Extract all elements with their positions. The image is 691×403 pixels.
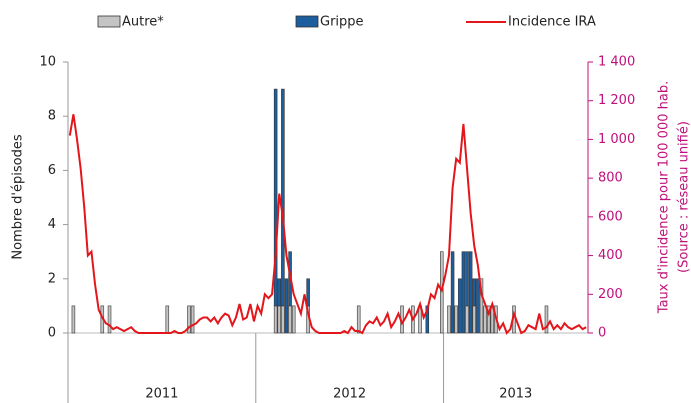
bar <box>472 278 477 307</box>
bar <box>472 305 477 334</box>
y2-tick-label: 800 <box>598 171 623 186</box>
bar <box>439 251 444 334</box>
bar <box>273 88 278 307</box>
bar <box>281 88 285 307</box>
legend-label: Incidence IRA <box>508 15 596 30</box>
year-label: 2011 <box>145 387 178 402</box>
y2-tick-label: 1 200 <box>598 93 635 108</box>
legend-swatch <box>97 15 121 28</box>
bar <box>356 305 361 334</box>
bar <box>288 305 292 334</box>
y-tick-label: 2 <box>48 271 56 286</box>
y2-axis-label: (Source : réseau unifié) <box>677 121 691 273</box>
legend-swatch <box>295 15 319 28</box>
bar <box>486 305 491 334</box>
bar <box>461 251 466 334</box>
bar <box>465 251 469 307</box>
bar <box>465 305 469 334</box>
bar <box>277 305 282 334</box>
bar <box>273 305 278 334</box>
bar <box>291 305 296 334</box>
bar <box>458 278 462 334</box>
y2-tick-label: 400 <box>598 248 623 263</box>
y2-tick-label: 0 <box>598 326 606 341</box>
bar <box>468 251 473 334</box>
y-tick-label: 4 <box>48 217 56 232</box>
bar <box>165 305 170 334</box>
bar <box>476 278 480 334</box>
line <box>68 114 587 335</box>
y2-tick-label: 200 <box>598 287 623 302</box>
bar <box>187 305 191 334</box>
y-tick-label: 6 <box>48 163 56 178</box>
bar <box>71 305 76 334</box>
bar <box>107 305 112 334</box>
bar <box>544 305 549 334</box>
y2-axis-label: Taux d'incidence pour 100 000 hab. <box>657 81 672 314</box>
y-tick-label: 8 <box>48 109 56 124</box>
bar <box>277 278 282 307</box>
y2-tick-label: 1 000 <box>598 132 635 147</box>
y-axis-label: Nombre d'épisodes <box>11 134 26 259</box>
y-tick-label: 10 <box>39 55 56 70</box>
y2-tick-label: 600 <box>598 209 623 224</box>
bar <box>306 278 310 307</box>
bar <box>450 251 455 334</box>
bar <box>479 278 484 334</box>
year-label: 2013 <box>499 387 532 402</box>
year-label: 2012 <box>333 387 366 402</box>
y2-tick-label: 1 400 <box>598 55 635 70</box>
legend-label: Autre* <box>122 15 164 30</box>
bar <box>190 305 195 334</box>
legend-label: Grippe <box>320 15 364 30</box>
bar <box>284 278 289 334</box>
y-tick-label: 0 <box>48 326 56 341</box>
bar <box>483 305 487 334</box>
bar <box>447 305 451 334</box>
bar <box>454 305 458 334</box>
bar <box>281 305 285 334</box>
